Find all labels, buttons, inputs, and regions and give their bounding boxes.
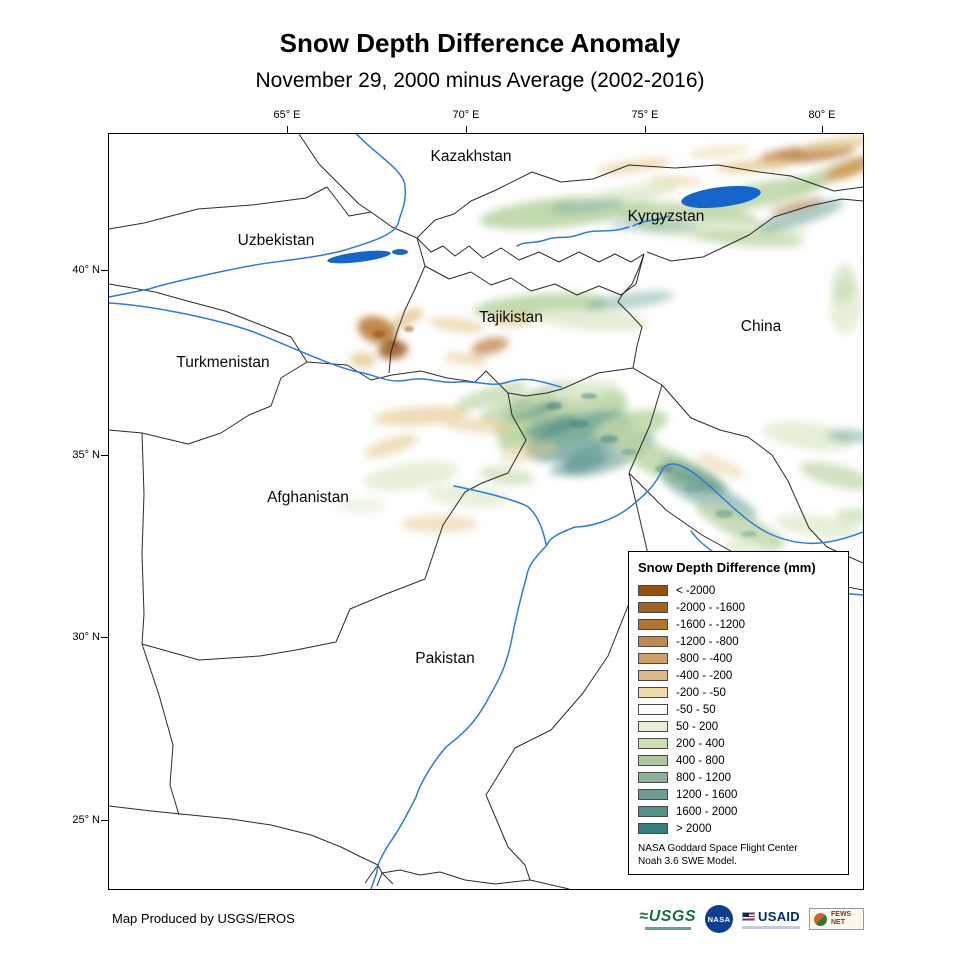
legend-swatch [638, 687, 668, 698]
country-label-kyrgyzstan: Kyrgyzstan [627, 208, 705, 225]
anomaly-speckle-layer [373, 326, 757, 537]
legend-item: -50 - 50 [638, 701, 839, 718]
legend-label: -1600 - -1200 [676, 618, 746, 631]
legend-item: -1600 - -1200 [638, 616, 839, 633]
legend-swatch [638, 636, 668, 647]
country-label-pakistan: Pakistan [415, 650, 475, 667]
lat-tick-label-40n: 40° N [72, 264, 100, 276]
legend-item: 1200 - 1600 [638, 786, 839, 803]
usgs-logo-text: USGS [648, 907, 697, 925]
lat-tick-mark [101, 455, 108, 456]
legend-label: 200 - 400 [676, 737, 725, 750]
map-canvas [109, 134, 863, 889]
legend-item: 50 - 200 [638, 718, 839, 735]
usaid-tagline-bar [742, 926, 800, 929]
country-label-tajikistan: Tajikistan [479, 309, 543, 326]
lat-tick-mark [101, 637, 108, 638]
legend-swatch [638, 653, 668, 664]
legend-item: 800 - 1200 [638, 769, 839, 786]
legend-item: -400 - -200 [638, 667, 839, 684]
legend-swatch [638, 602, 668, 613]
lat-tick-mark [101, 270, 108, 271]
lon-tick-mark [822, 126, 823, 133]
lon-tick-mark [466, 126, 467, 133]
legend-label: 400 - 800 [676, 754, 725, 767]
legend-item: -800 - -400 [638, 650, 839, 667]
usaid-logo-text: USAID [758, 909, 800, 924]
legend-label: -1200 - -800 [676, 635, 739, 648]
legend-note-line1: NASA Goddard Space Flight Center [638, 843, 798, 854]
fewsnet-globe-icon [814, 912, 827, 926]
page-title: Snow Depth Difference Anomaly [279, 28, 681, 58]
legend-item: 1600 - 2000 [638, 803, 839, 820]
country-label-turkmenistan: Turkmenistan [176, 354, 270, 371]
lon-tick-mark [287, 126, 288, 133]
legend-label: -2000 - -1600 [676, 601, 746, 614]
legend-label: -400 - -200 [676, 669, 733, 682]
rivers-layer [109, 134, 863, 889]
legend-swatch [638, 704, 668, 715]
legend: Snow Depth Difference (mm) < -2000 -2000… [628, 551, 849, 875]
anomaly-layer [337, 135, 863, 596]
legend-label: < -2000 [676, 584, 716, 597]
nasa-logo: NASA [705, 905, 734, 933]
lat-tick-label-25n: 25° N [72, 814, 100, 826]
legend-item: 200 - 400 [638, 735, 839, 752]
logos: ≈USGS NASA USAID FEWS NET [639, 902, 864, 936]
lon-tick-label-70e: 70° E [452, 109, 480, 121]
legend-item: -1200 - -800 [638, 633, 839, 650]
legend-note: NASA Goddard Space Flight Center Noah 3.… [638, 843, 839, 868]
lon-tick-label-65e: 65° E [273, 109, 301, 121]
legend-title: Snow Depth Difference (mm) [638, 560, 816, 575]
credit-text: Map Produced by USGS/EROS [112, 911, 295, 926]
lakes-layer [327, 185, 761, 264]
legend-swatch [638, 721, 668, 732]
legend-swatch [638, 619, 668, 630]
country-label-uzbekistan: Uzbekistan [237, 232, 315, 249]
usgs-tagline-bar [644, 926, 691, 930]
usgs-logo: ≈USGS [639, 907, 697, 930]
legend-label: -200 - -50 [676, 686, 726, 699]
lat-tick-mark [101, 820, 108, 821]
lon-tick-label-80e: 80° E [808, 109, 836, 121]
legend-swatch [638, 670, 668, 681]
nasa-logo-text: NASA [707, 914, 731, 924]
lon-tick-label-75e: 75° E [631, 109, 659, 121]
legend-item: -2000 - -1600 [638, 599, 839, 616]
usaid-flag-icon [742, 912, 756, 921]
legend-label: > 2000 [676, 822, 712, 835]
legend-label: -800 - -400 [676, 652, 733, 665]
usgs-wave-icon: ≈ [639, 907, 649, 925]
legend-note-line2: Noah 3.6 SWE Model. [638, 855, 737, 867]
legend-swatch [638, 789, 668, 800]
fewsnet-logo: FEWS NET [809, 908, 864, 930]
country-label-afghanistan: Afghanistan [267, 489, 349, 506]
lon-tick-mark [645, 126, 646, 133]
legend-item: > 2000 [638, 820, 839, 837]
legend-swatch [638, 806, 668, 817]
country-label-kazakhstan: Kazakhstan [430, 148, 512, 165]
lat-tick-label-35n: 35° N [72, 449, 100, 461]
legend-item: 400 - 800 [638, 752, 839, 769]
legend-label: 50 - 200 [676, 720, 719, 733]
legend-swatch [638, 772, 668, 783]
lat-tick-label-30n: 30° N [72, 631, 100, 643]
page-subtitle: November 29, 2000 minus Average (2002-20… [255, 69, 705, 92]
usaid-logo: USAID [742, 909, 800, 929]
legend-item: < -2000 [638, 582, 839, 599]
legend-swatch [638, 738, 668, 749]
legend-label: 1200 - 1600 [676, 788, 738, 801]
fewsnet-logo-text: FEWS NET [831, 911, 852, 926]
country-label-china: China [740, 318, 782, 335]
legend-label: 800 - 1200 [676, 771, 731, 784]
legend-label: -50 - 50 [676, 703, 716, 716]
legend-swatch [638, 755, 668, 766]
legend-item: -200 - -50 [638, 684, 839, 701]
map-frame: Kazakhstan Kyrgyzstan Uzbekistan Tajikis… [108, 133, 864, 890]
legend-label: 1600 - 2000 [676, 805, 738, 818]
legend-swatch [638, 823, 668, 834]
legend-swatch [638, 585, 668, 596]
